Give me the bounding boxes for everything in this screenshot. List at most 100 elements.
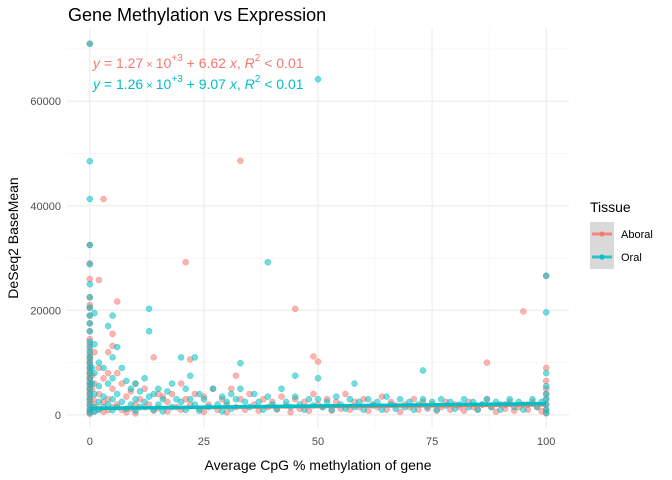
data-point [346,395,354,403]
data-point [113,369,121,377]
data-point [113,390,121,398]
data-point [177,380,185,387]
data-point [91,309,98,317]
data-point [177,354,185,361]
data-point [91,390,98,398]
data-point [109,354,116,361]
data-point [314,375,322,382]
x-tick-label: 0 [87,436,93,448]
data-point [100,195,107,203]
data-point [141,375,148,382]
data-point [123,377,130,385]
data-point [291,372,299,379]
data-point [113,343,121,351]
y-tick-label: 40000 [30,201,61,213]
data-point [86,328,94,335]
data-point [310,353,317,360]
x-tick-label: 25 [198,436,210,448]
data-point [200,395,208,403]
data-point [218,408,226,415]
data-point [383,393,390,400]
y-tick-label: 20000 [30,305,61,317]
data-point [520,406,527,413]
data-point [186,372,194,379]
data-point [109,312,116,319]
data-point [542,309,550,316]
data-point [95,276,103,284]
data-point [141,398,148,406]
data-point [86,304,94,311]
data-point [364,395,372,403]
data-point [91,369,98,377]
data-point [232,395,240,403]
data-point [314,395,322,403]
data-point [237,385,244,393]
data-point [86,280,94,288]
data-point [396,408,404,416]
data-point [109,375,116,382]
data-point [351,380,358,387]
data-point [483,359,491,366]
data-point [100,375,107,382]
data-point [433,406,440,413]
data-point [86,158,94,165]
data-point [419,367,427,374]
data-point [177,398,185,406]
data-point [223,398,230,406]
data-point [136,388,144,395]
data-point [282,398,290,406]
data-point [542,369,550,377]
data-point [237,359,244,367]
data-point [396,395,404,403]
data-point [460,407,468,414]
data-point [291,393,299,400]
data-point [497,406,504,413]
regression-annotations: y = 1.27 × 10+3 + 6.62 x, R2 < 0.01 y = 1… [92,53,304,92]
data-point [291,305,299,313]
data-point [145,305,153,313]
legend-item-oral: Oral [590,245,642,269]
data-point [323,398,331,406]
data-point [310,390,317,398]
data-point [104,369,112,377]
x-axis-title: Average CpG % methylation of gene [205,457,432,473]
data-point [506,395,513,403]
data-point [127,385,135,393]
data-point [109,330,116,338]
data-point [186,395,194,403]
data-point [209,385,217,393]
data-point [191,354,199,361]
data-point [95,359,103,366]
data-point [95,398,103,406]
y-axis-title: DeSeq2 BaseMean [5,177,21,298]
x-tick-label: 100 [537,436,555,448]
data-point [104,380,112,387]
legend-label-oral: Oral [621,252,642,264]
data-point [100,393,107,400]
data-point [305,395,313,403]
data-point [100,364,107,372]
data-point [542,272,550,280]
data-point [159,395,167,403]
data-point [255,398,262,406]
data-point [123,393,130,400]
data-point [474,406,481,413]
y-tick-label: 0 [55,410,61,422]
data-point [118,364,126,372]
x-tick-label: 75 [426,436,438,448]
data-point [333,393,340,400]
data-point [196,390,203,398]
legend-label-aboral: Aboral [621,229,653,241]
equation-oral: y = 1.26 × 10+3 + 9.07 x, R2 < 0.01 [92,74,304,92]
data-point [109,385,116,393]
data-point [278,393,285,400]
data-point [342,390,349,398]
data-point [86,241,94,249]
regression-line-oral [89,401,547,411]
data-point [88,380,96,387]
data-point [182,385,189,393]
data-point [460,395,468,403]
data-point [132,395,139,403]
data-point [150,354,157,361]
data-point [529,395,536,403]
